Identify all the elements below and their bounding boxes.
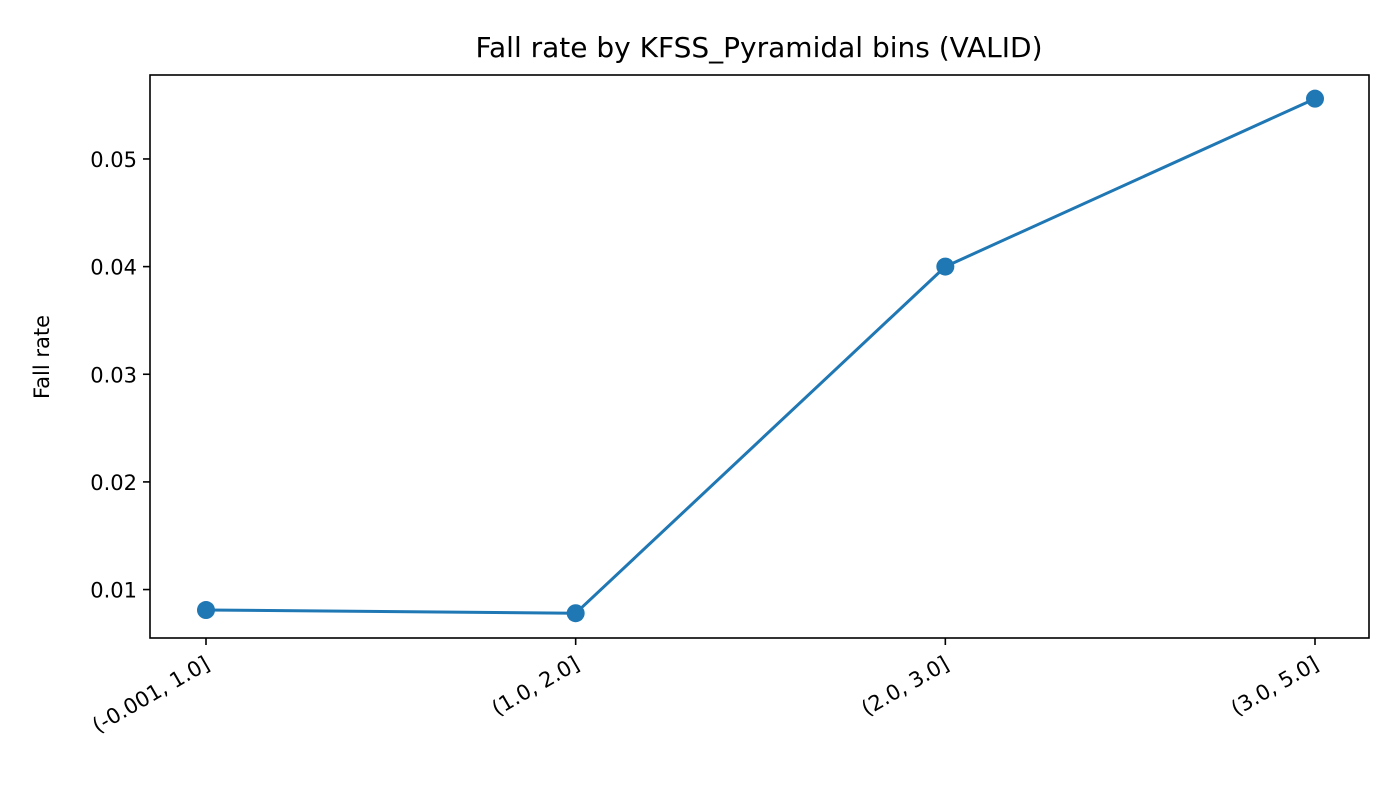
series-layer [197, 89, 1324, 623]
x-axis-ticks: (-0.001, 1.0] (1.0, 2.0] (2.0, 3.0] (3.0, 5… [88, 638, 1323, 738]
data-point [197, 601, 215, 620]
x-tick-label: (3.0, 5.0] [1227, 652, 1323, 721]
x-tick-label: (2.0, 3.0] [857, 652, 953, 721]
y-axis-ticks: 0.01 0.02 0.03 0.04 0.05 [90, 148, 150, 603]
x-tick-label: (-0.001, 1.0] [88, 652, 213, 738]
data-point [1306, 89, 1324, 108]
y-tick-label: 0.01 [90, 579, 137, 603]
y-tick-label: 0.05 [90, 148, 137, 172]
y-tick-label: 0.03 [90, 363, 137, 387]
data-point [566, 604, 585, 623]
chart-title: Fall rate by KFSS_Pyramidal bins (VALID) [475, 31, 1042, 64]
y-tick-label: 0.02 [90, 471, 137, 495]
y-tick-label: 0.04 [90, 256, 137, 280]
x-tick-label: (1.0, 2.0] [488, 652, 584, 721]
data-point [936, 257, 955, 276]
series-line [204, 97, 1317, 615]
plot-frame [149, 74, 1370, 639]
y-axis-label: Fall rate [30, 315, 54, 399]
